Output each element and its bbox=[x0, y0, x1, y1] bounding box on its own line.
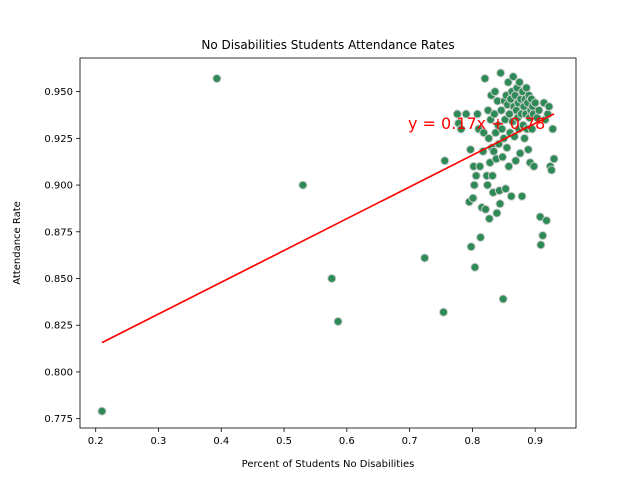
data-point bbox=[472, 109, 482, 119]
data-point bbox=[530, 98, 540, 108]
data-point bbox=[504, 161, 514, 171]
data-point bbox=[466, 145, 476, 155]
y-tick-label: 0.875 bbox=[44, 227, 73, 238]
data-point bbox=[456, 124, 466, 134]
data-point bbox=[484, 133, 494, 143]
x-axis-ticks: 0.2 0.3 0.4 0.5 0.6 0.7 0.8 0.9 bbox=[88, 428, 543, 447]
data-point bbox=[420, 253, 430, 263]
y-tick-label: 0.775 bbox=[44, 414, 73, 425]
x-tick-label: 0.8 bbox=[464, 436, 480, 447]
data-point bbox=[440, 156, 450, 166]
data-point bbox=[549, 154, 559, 164]
data-point bbox=[529, 161, 539, 171]
data-point bbox=[504, 109, 514, 119]
data-point bbox=[541, 216, 551, 226]
data-point bbox=[461, 109, 471, 119]
data-point bbox=[333, 316, 343, 326]
data-point bbox=[480, 74, 490, 84]
plot-frame bbox=[79, 57, 577, 429]
data-point bbox=[496, 105, 506, 115]
data-point bbox=[489, 146, 499, 156]
x-tick-label: 0.7 bbox=[402, 436, 418, 447]
x-tick-label: 0.6 bbox=[339, 436, 355, 447]
data-point bbox=[538, 231, 548, 241]
data-point bbox=[498, 152, 508, 162]
data-point bbox=[484, 214, 494, 224]
data-point bbox=[501, 184, 511, 194]
data-point bbox=[479, 128, 489, 138]
data-point bbox=[514, 77, 524, 87]
data-point bbox=[327, 274, 337, 284]
y-tick-label: 0.925 bbox=[44, 134, 73, 145]
data-points bbox=[97, 68, 559, 416]
regression-line bbox=[101, 113, 555, 344]
data-point bbox=[523, 145, 533, 155]
y-tick-label: 0.900 bbox=[44, 181, 73, 192]
regression-equation: y = 0.17x + 0.78 bbox=[408, 114, 545, 133]
data-point bbox=[497, 124, 507, 134]
data-point bbox=[469, 180, 479, 190]
x-tick-label: 0.5 bbox=[276, 436, 292, 447]
x-tick-label: 0.3 bbox=[151, 436, 167, 447]
data-point bbox=[547, 165, 557, 175]
data-point bbox=[517, 191, 527, 201]
data-point bbox=[534, 105, 544, 115]
chart-title: No Disabilities Students Attendance Rate… bbox=[201, 38, 454, 52]
data-point bbox=[471, 171, 481, 181]
y-tick-label: 0.800 bbox=[44, 367, 73, 378]
data-point bbox=[506, 191, 516, 201]
data-point bbox=[476, 232, 486, 242]
data-point bbox=[520, 133, 530, 143]
data-point bbox=[502, 143, 512, 153]
data-point bbox=[470, 262, 480, 272]
data-point bbox=[482, 180, 492, 190]
y-axis-ticks: 0.775 0.800 0.825 0.850 0.875 0.900 0.925 0.950 bbox=[44, 87, 80, 425]
data-point bbox=[298, 180, 308, 190]
data-point bbox=[503, 77, 513, 87]
data-point bbox=[521, 83, 531, 93]
y-tick-label: 0.850 bbox=[44, 274, 73, 285]
data-point bbox=[475, 161, 485, 171]
data-point bbox=[468, 193, 478, 203]
x-tick-label: 0.4 bbox=[213, 436, 229, 447]
y-tick-label: 0.950 bbox=[44, 87, 73, 98]
data-point bbox=[515, 148, 525, 158]
data-point bbox=[97, 406, 107, 416]
data-point bbox=[492, 208, 502, 218]
data-point bbox=[495, 199, 505, 209]
data-point bbox=[496, 68, 506, 78]
data-point bbox=[452, 109, 462, 119]
data-point bbox=[212, 74, 222, 84]
data-point bbox=[439, 307, 449, 317]
data-point bbox=[489, 109, 499, 119]
x-tick-label: 0.2 bbox=[88, 436, 104, 447]
x-tick-label: 0.9 bbox=[527, 436, 543, 447]
data-point bbox=[487, 171, 497, 181]
data-point bbox=[508, 72, 518, 82]
x-axis-label: Percent of Students No Disabilities bbox=[242, 459, 415, 470]
data-point bbox=[466, 242, 476, 252]
data-point bbox=[481, 204, 491, 214]
data-point bbox=[536, 240, 546, 250]
data-point bbox=[544, 102, 554, 112]
data-point bbox=[511, 156, 521, 166]
y-axis-label: Attendance Rate bbox=[12, 201, 23, 285]
data-point bbox=[548, 124, 558, 134]
data-point bbox=[490, 87, 500, 97]
y-tick-label: 0.825 bbox=[44, 321, 73, 332]
data-point bbox=[498, 294, 508, 304]
